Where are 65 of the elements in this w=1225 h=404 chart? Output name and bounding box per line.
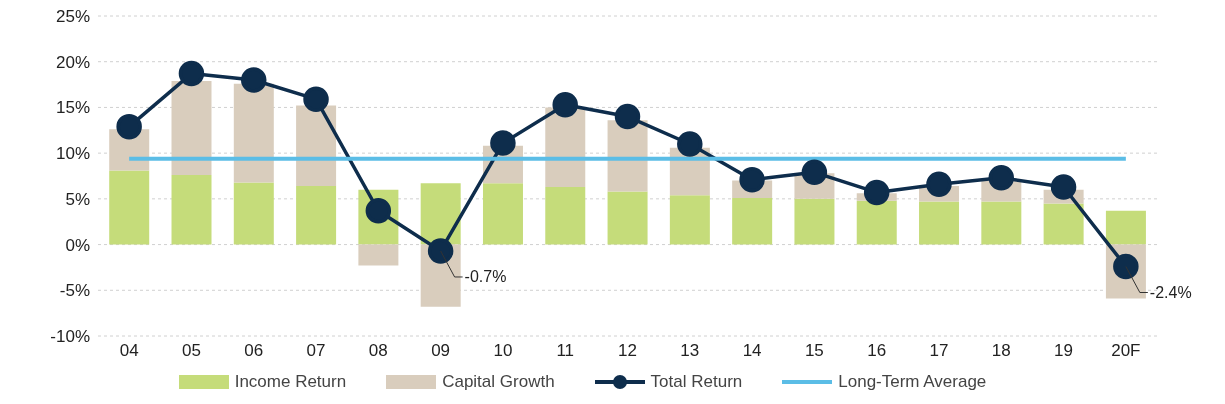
- x-tick-label: 04: [119, 341, 139, 361]
- x-tick-label: 11: [556, 341, 575, 361]
- x-tick-label: 08: [368, 341, 388, 361]
- bar: [420, 183, 461, 245]
- x-tick-label: 14: [742, 341, 762, 361]
- bar: [919, 201, 960, 245]
- legend-label: Income Return: [234, 372, 347, 392]
- bar: [233, 182, 274, 245]
- bar: [358, 244, 399, 266]
- legend-label: Total Return: [650, 372, 743, 392]
- y-tick-label: 10%: [55, 144, 90, 164]
- y-tick-label: 0%: [65, 235, 90, 255]
- bar: [607, 191, 648, 245]
- legend-label: Capital Growth: [442, 372, 555, 392]
- x-tick-label: 07: [306, 341, 326, 361]
- x-tick-label: 12: [618, 341, 637, 361]
- x-tick-label: 13: [680, 341, 700, 361]
- bar: [981, 201, 1022, 245]
- data-label: -0.7%: [464, 267, 507, 285]
- point: [116, 113, 142, 140]
- bar: [171, 80, 212, 176]
- x-tick-label: 10: [493, 341, 513, 361]
- y-tick-label: -10%: [50, 327, 90, 347]
- x-tick-label: 20F: [1111, 341, 1141, 361]
- data-label: -2.4%: [1149, 283, 1192, 301]
- bar: [482, 183, 523, 245]
- bar: [233, 83, 274, 183]
- x-tick-label: 16: [867, 341, 887, 361]
- point: [739, 166, 765, 193]
- bar: [545, 186, 586, 245]
- point: [178, 60, 205, 87]
- point: [614, 103, 641, 130]
- x-tick-label: 15: [804, 341, 824, 361]
- point: [1050, 174, 1077, 200]
- point: [240, 67, 267, 93]
- point: [552, 91, 578, 118]
- point: [988, 165, 1015, 191]
- point: [427, 238, 454, 264]
- y-tick-label: 15%: [55, 98, 90, 118]
- bar: [856, 200, 897, 245]
- point: [801, 159, 828, 186]
- bar: [794, 198, 835, 245]
- y-tick-label: -5%: [59, 281, 90, 301]
- x-tick-label: 17: [929, 341, 949, 361]
- x-tick-label: 06: [244, 341, 264, 361]
- y-tick-label: 20%: [55, 52, 90, 72]
- bar: [1043, 203, 1084, 245]
- point: [490, 130, 516, 156]
- point: [863, 179, 890, 206]
- bar: [1105, 210, 1146, 245]
- point: [926, 171, 952, 197]
- bar: [171, 175, 212, 245]
- x-tick-label: 09: [431, 341, 451, 361]
- x-tick-label: 18: [991, 341, 1011, 361]
- point: [303, 86, 329, 112]
- bar: [296, 186, 337, 245]
- point: [677, 131, 703, 157]
- x-tick-label: 19: [1054, 341, 1074, 361]
- bar: [669, 195, 710, 245]
- y-tick-label: 25%: [55, 7, 90, 27]
- y-tick-label: 5%: [65, 189, 90, 209]
- legend-label: Long-Term Average: [838, 372, 987, 392]
- x-tick-label: 05: [181, 341, 201, 361]
- bar: [732, 197, 773, 245]
- bar: [109, 170, 150, 245]
